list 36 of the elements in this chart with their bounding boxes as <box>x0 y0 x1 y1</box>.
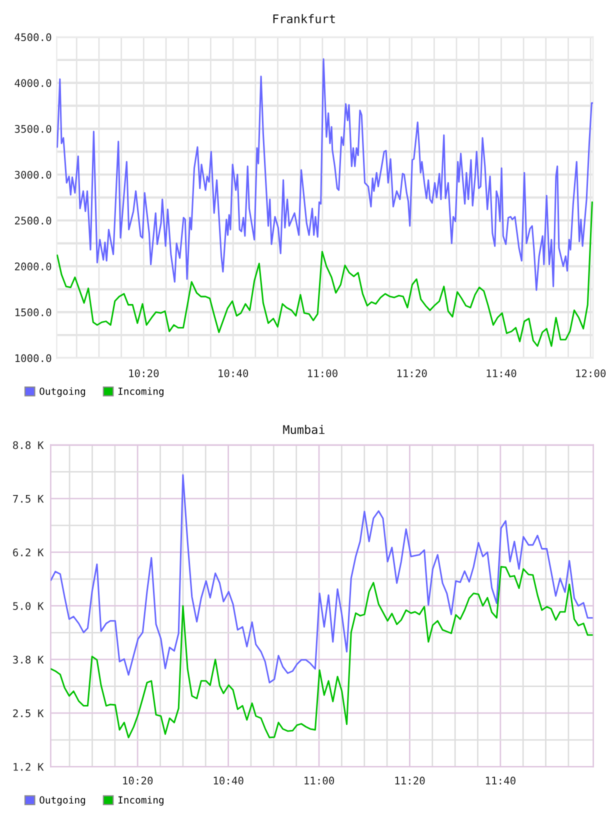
y-tick-label: 1000.0 <box>15 354 52 362</box>
y-tick-label: 2000.0 <box>14 262 52 270</box>
legend-label: Incoming <box>118 796 164 806</box>
x-tick-label: 10:20 <box>129 369 159 378</box>
y-tick-label: 3500.0 <box>14 124 52 133</box>
x-tick-label: 11:40 <box>486 776 516 785</box>
chart-title: Frankfurt <box>273 14 335 24</box>
y-tick-label: 6.2 K <box>13 548 44 556</box>
legend-label: Outgoing <box>40 387 86 397</box>
y-tick-label: 7.5 K <box>13 495 44 503</box>
x-tick-label: 12:00 <box>576 369 606 378</box>
x-tick-label: 10:20 <box>123 776 153 785</box>
line-series <box>56 201 593 347</box>
x-tick-label: 11:00 <box>308 369 338 378</box>
x-tick-label: 11:00 <box>304 776 334 785</box>
line-series <box>50 566 593 738</box>
legend-label: Outgoing <box>40 796 86 806</box>
x-tick-label: 10:40 <box>214 776 244 785</box>
line-series <box>50 474 593 684</box>
chart-title: Mumbai <box>283 424 325 434</box>
y-tick-label: 8.8 K <box>13 441 44 450</box>
x-tick-label: 11:20 <box>397 369 427 378</box>
y-tick-label: 2500.0 <box>14 216 52 225</box>
x-tick-label: 11:20 <box>395 776 425 785</box>
x-tick-label: 10:40 <box>218 369 248 378</box>
y-tick-label: 3.8 K <box>13 656 44 664</box>
legend-label: Incoming <box>118 387 164 397</box>
line-series <box>56 58 593 291</box>
y-tick-label: 1500.0 <box>15 308 52 316</box>
y-tick-label: 2.5 K <box>13 709 44 718</box>
x-tick-label: 11:40 <box>486 369 516 378</box>
y-tick-label: 5.0 K <box>13 602 44 610</box>
y-tick-label: 3000.0 <box>14 170 52 179</box>
y-tick-label: 4500.0 <box>14 33 52 42</box>
y-tick-label: 4000.0 <box>14 79 52 87</box>
y-tick-label: 1.2 K <box>14 762 44 771</box>
